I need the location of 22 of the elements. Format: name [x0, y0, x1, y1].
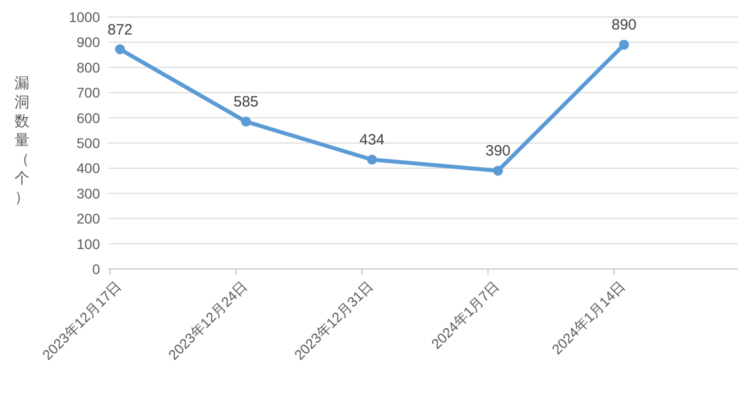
ytick: 800 — [76, 59, 100, 76]
ytick: 100 — [76, 236, 100, 252]
data-label: 390 — [485, 142, 511, 160]
data-label: 872 — [107, 21, 133, 38]
point — [367, 154, 377, 165]
ytick: 200 — [76, 210, 100, 227]
data-label: 890 — [611, 16, 637, 34]
point — [115, 44, 125, 54]
ytick: 500 — [76, 135, 100, 151]
point — [493, 166, 503, 176]
ytick: 700 — [76, 84, 100, 101]
ytick: 900 — [76, 34, 100, 50]
ytick: 1000 — [68, 9, 100, 25]
data-label: 585 — [233, 94, 259, 111]
data-label: 434 — [359, 132, 385, 149]
ytick: 0 — [92, 261, 100, 277]
point — [619, 40, 629, 50]
y-axis-title: 漏洞数量（个） — [14, 75, 30, 206]
point — [241, 116, 251, 127]
ytick: 300 — [76, 185, 100, 202]
ytick: 600 — [76, 110, 100, 126]
ytick: 400 — [76, 160, 100, 176]
